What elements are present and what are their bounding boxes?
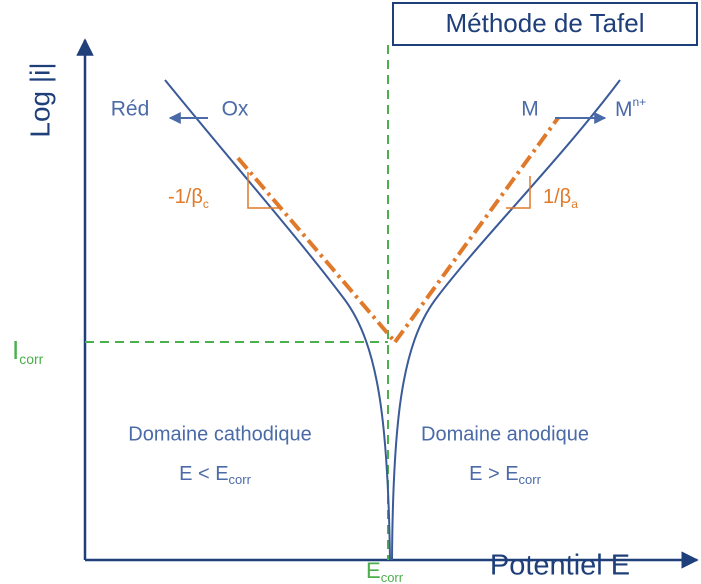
cathodic-curve bbox=[164, 79, 391, 561]
y-axis-label: Log |i| bbox=[24, 62, 55, 137]
cathodic-domain: Domaine cathodique bbox=[128, 423, 311, 445]
product: Ox bbox=[222, 98, 249, 121]
icorr-label: Icorr bbox=[12, 335, 44, 367]
slope-sub: a bbox=[571, 197, 578, 211]
cathodic-tafel-line bbox=[236, 156, 397, 344]
anodic-condition: E > Ecorr bbox=[469, 463, 542, 487]
cathodic-slope-triangle bbox=[247, 172, 282, 209]
ecorr-sub: corr bbox=[381, 570, 404, 584]
reactant: Réd bbox=[111, 98, 150, 121]
icorr-main: I bbox=[12, 335, 19, 365]
anodic-tafel-line bbox=[393, 116, 560, 344]
cathodic-slope: -1/βc bbox=[168, 186, 209, 211]
anodic-curve bbox=[391, 79, 621, 561]
metal: M bbox=[521, 98, 539, 121]
icorr-sub: corr bbox=[19, 351, 43, 367]
metal-ion-charge: n+ bbox=[633, 95, 647, 109]
condition-main: E > E bbox=[469, 463, 518, 485]
metal-ion: Mn+ bbox=[615, 95, 646, 120]
anodic-slope-triangle bbox=[506, 176, 531, 209]
slope-sub: c bbox=[203, 197, 209, 211]
slope-main: -1/β bbox=[168, 186, 203, 208]
title-box bbox=[392, 2, 698, 46]
anodic-domain: Domaine anodique bbox=[421, 423, 589, 445]
metal-ion-base: M bbox=[615, 98, 633, 121]
condition-main: E < E bbox=[179, 463, 228, 485]
condition-sub: corr bbox=[519, 472, 542, 487]
x-axis-label: Potentiel E bbox=[490, 550, 630, 582]
ecorr-main: E bbox=[366, 558, 381, 583]
ecorr-label: Ecorr bbox=[366, 558, 404, 584]
title: Méthode de Tafel bbox=[446, 8, 645, 38]
condition-sub: corr bbox=[229, 472, 252, 487]
slope-main: 1/β bbox=[543, 186, 571, 208]
anodic-slope: 1/βa bbox=[543, 186, 578, 211]
cathodic-condition: E < Ecorr bbox=[179, 463, 252, 487]
